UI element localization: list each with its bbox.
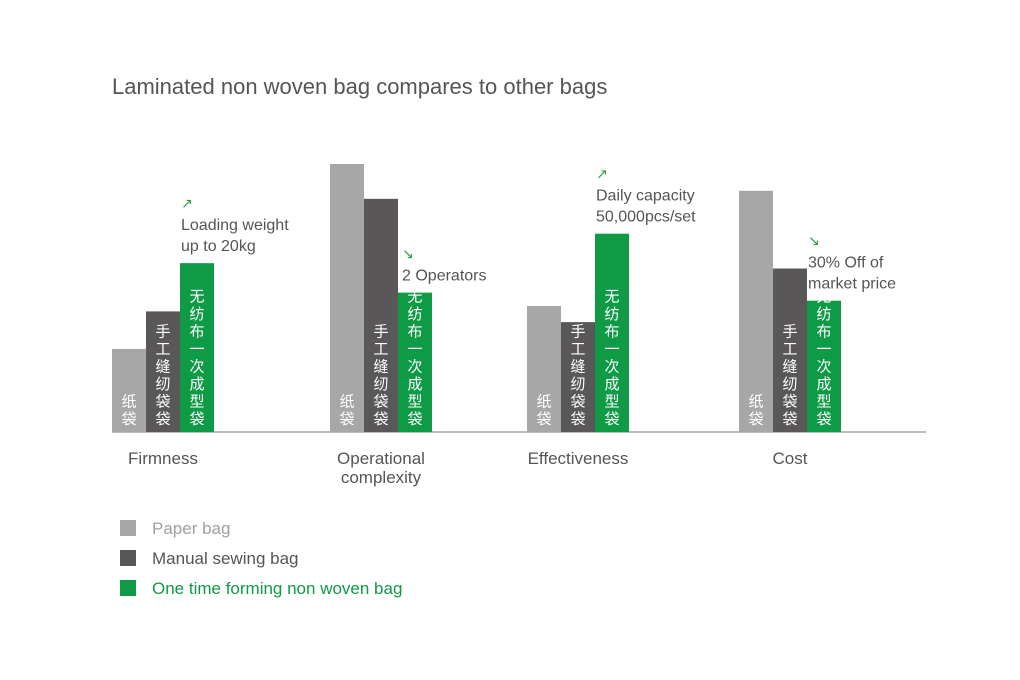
bar-cost-manual-sewing-bag [773, 268, 807, 432]
bars-group [112, 164, 841, 432]
legend: Paper bag Manual sewing bag One time formi… [120, 519, 402, 598]
legend-label-one-time-forming-non-woven-bag: One time forming non woven bag [152, 579, 402, 598]
category-label-operational-complexity: Operational complexity [337, 449, 425, 487]
bar-effectiveness-one-time-forming-non-woven-bag [595, 233, 629, 432]
bar-operational-complexity-one-time-forming-non-woven-bag [398, 292, 432, 432]
bar-text-operational-complexity-one-time-forming-non-woven-bag: 无纺布一次成型袋 [407, 289, 422, 429]
bar-text-cost-one-time-forming-non-woven-bag: 无纺布一次成型袋 [816, 289, 831, 429]
bar-text-firmness-one-time-forming-non-woven-bag: 无纺布一次成型袋 [189, 289, 204, 429]
bar-text-effectiveness-paper-bag: 纸袋 [536, 394, 551, 429]
bar-cost-paper-bag [739, 190, 773, 432]
bar-effectiveness-manual-sewing-bag [561, 322, 595, 432]
category-label-cost: Cost [773, 449, 808, 468]
annotations-group: ↗ Loading weight up to 20kg ↘ 2 Operators ↗ Da… [181, 166, 896, 293]
bar-text-cost-manual-sewing-bag: 手工缝纫袋袋 [782, 324, 797, 429]
bar-text-operational-complexity-paper-bag: 纸袋 [339, 394, 354, 429]
annotation-operational-complexity: 2 Operators [402, 268, 486, 285]
bar-text-effectiveness-one-time-forming-non-woven-bag: 无纺布一次成型袋 [604, 289, 619, 429]
legend-label-manual-sewing-bag: Manual sewing bag [152, 549, 298, 568]
category-label-effectiveness: Effectiveness [528, 449, 629, 468]
bar-firmness-manual-sewing-bag [146, 311, 180, 432]
legend-swatch-manual-sewing-bag [120, 550, 136, 566]
annotation-arrow-operational-complexity: ↘ [402, 246, 414, 262]
legend-label-paper-bag: Paper bag [152, 519, 230, 538]
annotation-arrow-firmness: ↗ [181, 195, 193, 211]
bar-text-firmness-paper-bag: 纸袋 [121, 394, 136, 429]
bar-text-cost-paper-bag: 纸袋 [748, 394, 763, 429]
category-labels-group: Firmness Operational complexity Effectivene… [128, 449, 808, 487]
annotation-cost: 30% Off of market price [808, 255, 896, 293]
legend-swatch-one-time-forming-non-woven-bag [120, 580, 136, 596]
bar-firmness-paper-bag [112, 348, 146, 432]
chart-title: Laminated non woven bag compares to othe… [112, 74, 607, 99]
legend-swatch-paper-bag [120, 520, 136, 536]
annotation-firmness: Loading weight up to 20kg [181, 217, 289, 255]
bar-text-firmness-manual-sewing-bag: 手工缝纫袋袋 [155, 324, 170, 429]
annotation-effectiveness: Daily capacity 50,000pcs/set [596, 188, 696, 226]
bar-operational-complexity-paper-bag [330, 164, 364, 432]
bar-cost-one-time-forming-non-woven-bag [807, 300, 841, 432]
bar-firmness-one-time-forming-non-woven-bag [180, 263, 214, 432]
bar-text-operational-complexity-manual-sewing-bag: 手工缝纫袋袋 [373, 324, 388, 429]
annotation-arrow-cost: ↘ [808, 233, 820, 249]
bar-text-effectiveness-manual-sewing-bag: 手工缝纫袋袋 [570, 324, 585, 429]
bar-operational-complexity-manual-sewing-bag [364, 198, 398, 432]
annotation-arrow-effectiveness: ↗ [596, 166, 608, 182]
bar-effectiveness-paper-bag [527, 306, 561, 432]
category-label-firmness: Firmness [128, 449, 198, 468]
